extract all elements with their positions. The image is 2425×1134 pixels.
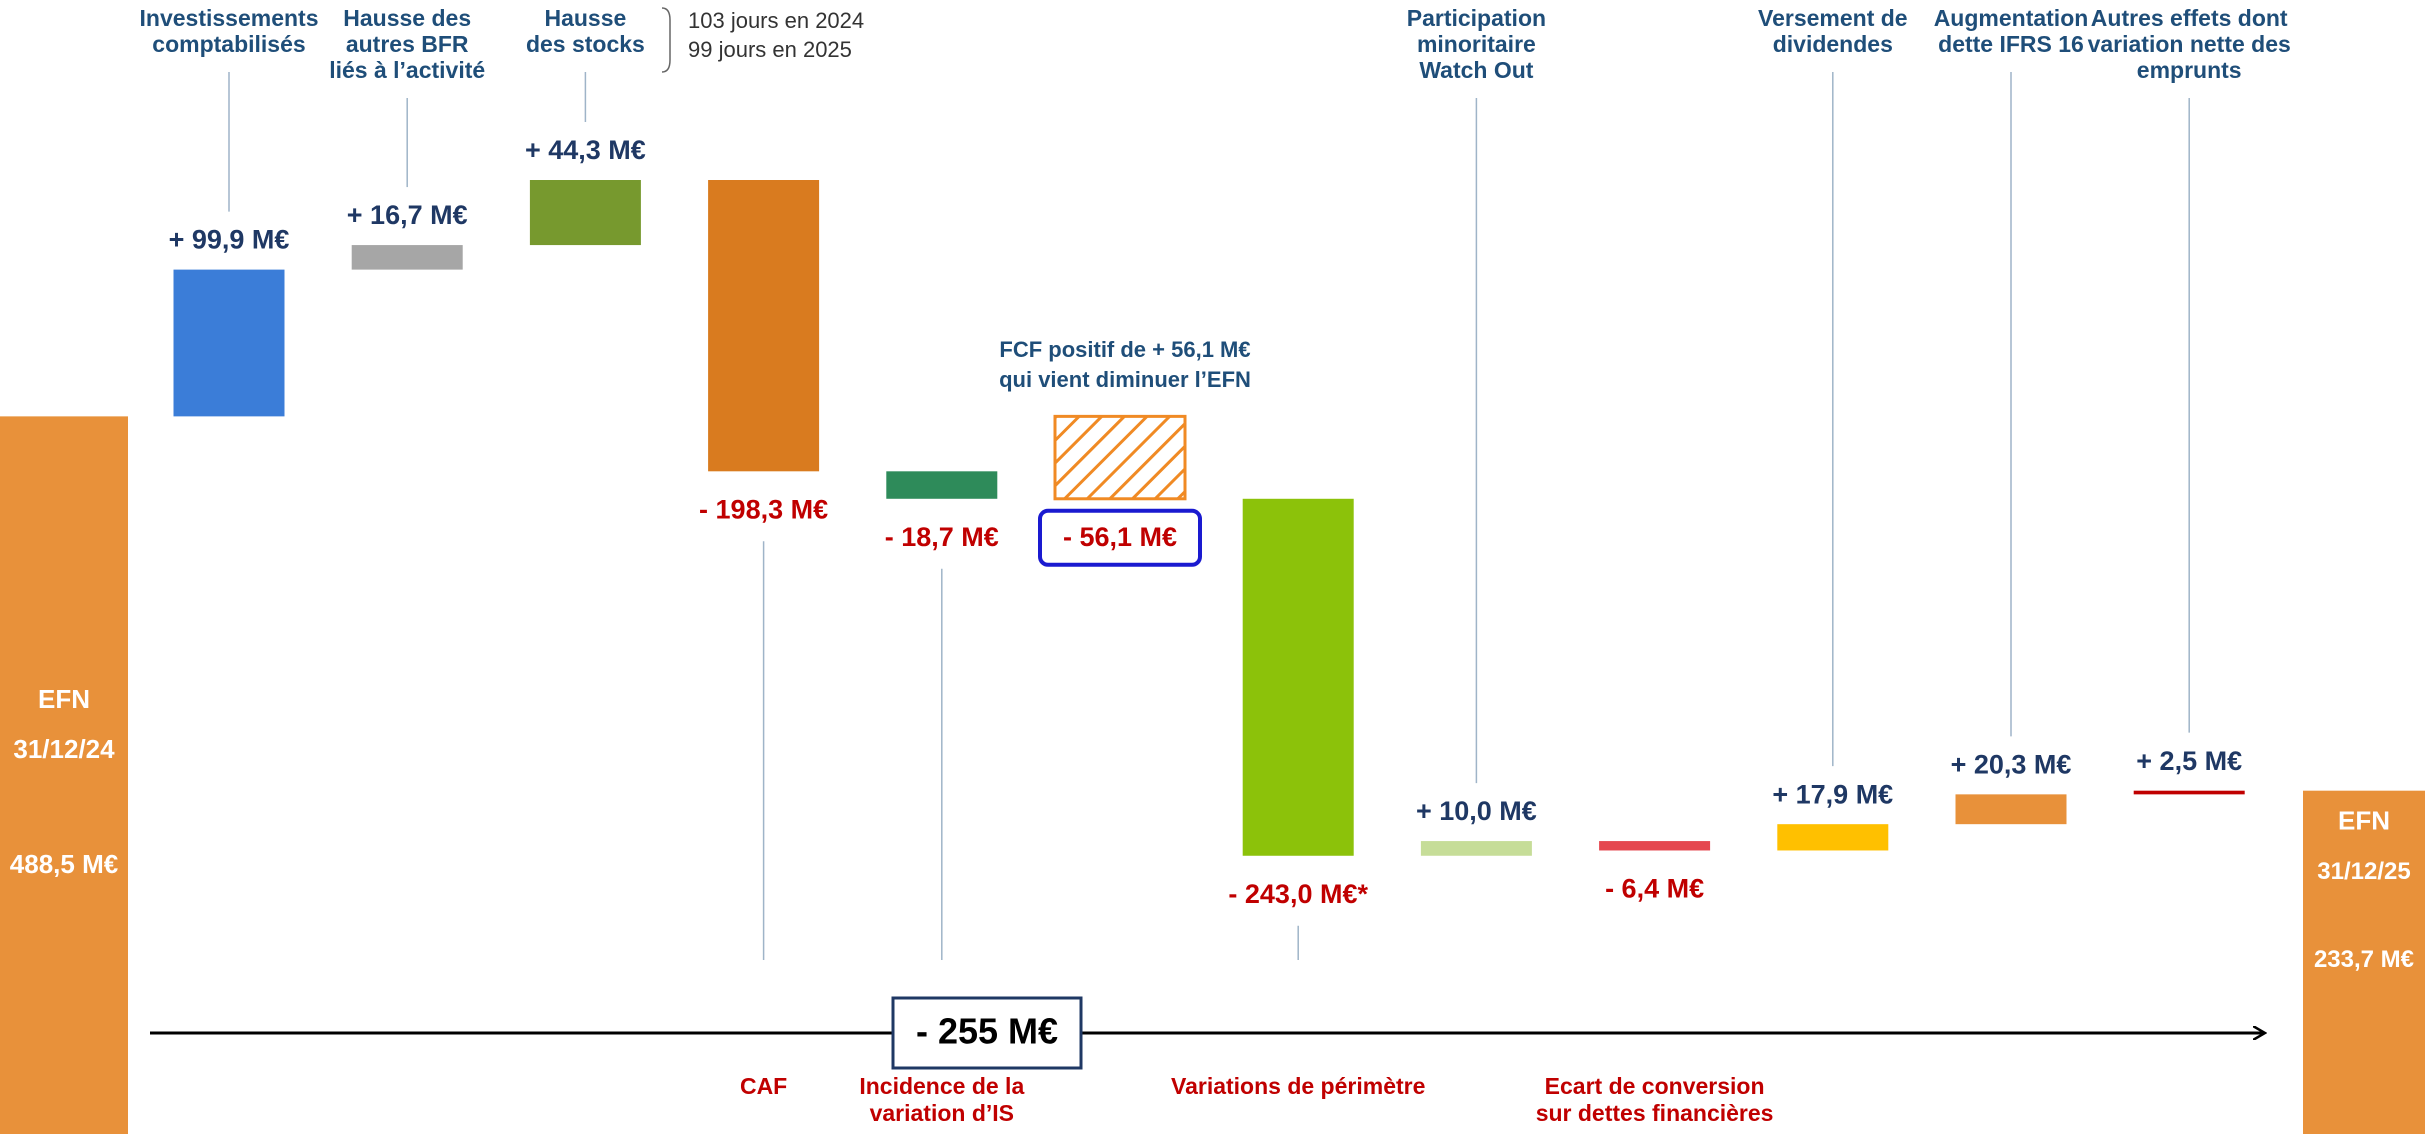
category-label: dette IFRS 16: [1938, 31, 2084, 57]
bar: [886, 471, 998, 499]
value-label: - 243,0 M€*: [1228, 879, 1368, 909]
bar: [173, 269, 285, 417]
category-label: Autres effets dont: [2091, 5, 2288, 31]
stocks-note: 99 jours en 2025: [688, 37, 852, 62]
value-label: - 18,7 M€: [885, 522, 999, 552]
category-label: Versement de: [1758, 5, 1908, 31]
bar: [1420, 841, 1532, 856]
category-label: autres BFR: [346, 31, 469, 57]
subtotal-bar: [1053, 414, 1187, 501]
category-label: Participation: [1407, 5, 1546, 31]
end-label: EFN: [2338, 806, 2390, 836]
start-bar: [0, 416, 128, 1134]
category-label: minoritaire: [1417, 31, 1536, 57]
bar: [2133, 790, 2245, 795]
subtotal-value: - 56,1 M€: [1063, 522, 1177, 552]
bar: [1242, 498, 1354, 856]
category-label: dividendes: [1773, 31, 1893, 57]
bar: [351, 245, 463, 270]
category-label: CAF: [740, 1073, 787, 1099]
bar: [529, 180, 641, 246]
bar: [708, 180, 820, 472]
category-label: des stocks: [526, 31, 645, 57]
category-label: variation nette des: [2088, 31, 2291, 57]
value-label: + 16,7 M€: [347, 200, 468, 230]
category-label: Hausse: [544, 5, 626, 31]
category-label: comptabilisés: [152, 31, 305, 57]
value-label: + 20,3 M€: [1951, 749, 2072, 779]
value-label: - 198,3 M€: [699, 494, 828, 524]
end-date: 31/12/25: [2317, 858, 2410, 885]
end-value: 233,7 M€: [2314, 946, 2414, 973]
bar: [1777, 824, 1889, 851]
value-label: + 17,9 M€: [1772, 779, 1893, 809]
value-label: + 99,9 M€: [169, 225, 290, 255]
category-label: Ecart de conversion: [1545, 1073, 1765, 1099]
bar: [1599, 841, 1711, 851]
category-label: sur dettes financières: [1536, 1100, 1774, 1126]
value-label: + 10,0 M€: [1416, 796, 1537, 826]
start-value: 488,5 M€: [10, 849, 118, 879]
category-label: Incidence de la: [859, 1073, 1024, 1099]
total-label: - 255 M€: [916, 1011, 1058, 1052]
category-label: Watch Out: [1419, 57, 1533, 83]
total-box: [891, 996, 1083, 1070]
subtotal-box: [1038, 508, 1202, 567]
fcf-note: FCF positif de + 56,1 M€: [999, 337, 1250, 362]
category-label: variation d’IS: [870, 1100, 1014, 1126]
category-label: liés à l’activité: [329, 57, 485, 83]
bar: [1955, 794, 2067, 825]
value-label: + 2,5 M€: [2136, 746, 2242, 776]
category-label: Investissements: [140, 5, 319, 31]
start-label: EFN: [38, 684, 90, 714]
note-bracket: [661, 7, 671, 73]
category-label: Variations de périmètre: [1171, 1073, 1425, 1099]
fcf-note: qui vient diminuer l’EFN: [999, 367, 1251, 392]
start-date: 31/12/24: [13, 734, 115, 764]
end-bar: [2303, 790, 2425, 1134]
value-label: + 44,3 M€: [525, 135, 646, 165]
category-label: emprunts: [2137, 57, 2242, 83]
value-label: - 6,4 M€: [1605, 874, 1704, 904]
stocks-note: 103 jours en 2024: [688, 8, 864, 33]
category-label: Hausse des: [343, 5, 471, 31]
category-label: Augmentation: [1934, 5, 2089, 31]
